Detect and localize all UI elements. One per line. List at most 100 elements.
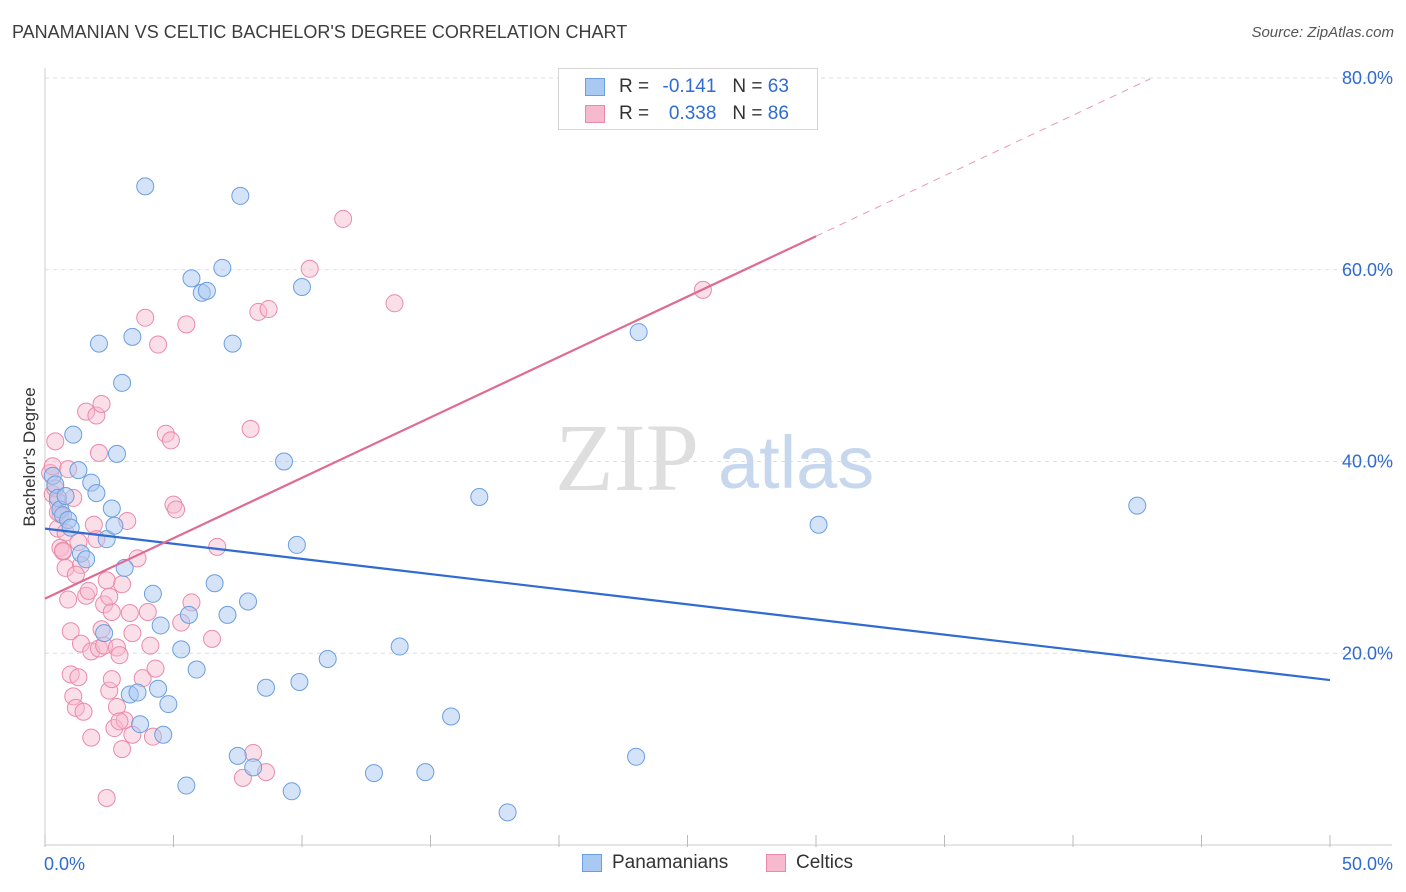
panamanians-point xyxy=(228,746,247,765)
chart-title: PANAMANIAN VS CELTIC BACHELOR'S DEGREE C… xyxy=(12,22,628,42)
panamanians-point xyxy=(218,605,237,624)
panamanians-point xyxy=(187,660,206,679)
celtics-point xyxy=(77,586,96,605)
celtics-point xyxy=(107,697,126,716)
celtics-point xyxy=(69,668,88,687)
panamanians-point xyxy=(61,518,80,537)
panamanians-trend-line xyxy=(44,527,1331,682)
panamanians-point xyxy=(128,683,147,702)
panamanians-point xyxy=(282,782,301,801)
celtics-point xyxy=(82,728,101,747)
panamanians-point xyxy=(107,444,126,463)
panamanians-point xyxy=(172,640,191,659)
bottom-legend-celtics: Celtics xyxy=(766,852,853,874)
panamanians-point xyxy=(470,487,489,506)
celtics-point xyxy=(334,209,353,228)
panamanians-point xyxy=(77,550,96,569)
panamanians-point xyxy=(213,258,232,277)
celtics-point xyxy=(87,406,106,425)
watermark: ZIP atlas xyxy=(555,404,874,511)
celtics-trend-extension xyxy=(815,78,1151,237)
celtics-point xyxy=(203,629,222,648)
celtics-point xyxy=(138,603,157,622)
legend-n-label: N = xyxy=(732,103,763,124)
panamanians-point xyxy=(154,725,173,744)
panamanians-point xyxy=(364,764,383,783)
y-tick-label: 20.0% xyxy=(1342,643,1393,663)
panamanians-point xyxy=(239,592,258,611)
y-tick-label: 40.0% xyxy=(1342,452,1393,472)
panamanians-point xyxy=(179,605,198,624)
legend-row-panamanians: R = -0.141 N = 63 xyxy=(585,74,789,100)
celtics-point xyxy=(100,587,119,606)
celtics-point xyxy=(113,740,132,759)
celtics-point xyxy=(92,394,111,413)
celtics-point xyxy=(100,681,119,700)
y-tick-label: 60.0% xyxy=(1342,260,1393,280)
celtics-point xyxy=(102,670,121,689)
panamanians-point xyxy=(205,574,224,593)
celtics-point xyxy=(136,308,155,327)
celtics-point xyxy=(385,294,404,313)
source-label: Source: ZipAtlas.com xyxy=(1251,24,1394,41)
panamanians-point xyxy=(498,803,517,822)
celtics-point xyxy=(97,571,116,590)
y-axis-label: Bachelor's Degree xyxy=(20,387,39,526)
legend-n-value: 86 xyxy=(767,103,789,124)
panamanians-point xyxy=(231,186,250,205)
celtics-point xyxy=(149,335,168,354)
tick-labels: 20.0% 40.0% 60.0% 80.0% 0.0% 50.0% xyxy=(44,68,1393,874)
panamanians-point xyxy=(1128,496,1147,515)
celtics-point xyxy=(77,402,96,421)
panamanians-point xyxy=(390,637,409,656)
panamanians-point xyxy=(95,624,114,643)
panamanians-point xyxy=(87,484,106,503)
celtics-point xyxy=(167,500,186,519)
panamanians-point xyxy=(629,323,648,342)
celtics-point xyxy=(89,443,108,462)
celtics-point xyxy=(102,603,121,622)
celtics-point xyxy=(177,315,196,334)
legend-swatch-blue xyxy=(585,78,605,96)
watermark-zip: ZIP xyxy=(555,404,699,511)
celtics-point xyxy=(141,636,160,655)
panamanians-points xyxy=(43,177,1147,822)
panamanians-point xyxy=(197,281,216,300)
legend-n-label: N = xyxy=(732,76,763,97)
panamanians-point xyxy=(244,758,263,777)
celtics-point xyxy=(110,646,129,665)
legend-n-value: 63 xyxy=(767,76,789,97)
celtics-point xyxy=(161,431,180,450)
watermark-atlas: atlas xyxy=(718,421,874,504)
panamanians-point xyxy=(64,425,83,444)
panamanians-point xyxy=(293,278,311,297)
panamanians-point xyxy=(151,616,170,635)
panamanians-point xyxy=(177,776,196,795)
celtics-point xyxy=(59,590,78,609)
x-tick-label: 0.0% xyxy=(44,854,85,874)
panamanians-point xyxy=(113,373,132,392)
panamanians-point xyxy=(275,452,294,471)
celtics-point xyxy=(74,702,93,721)
panamanians-point xyxy=(56,487,75,506)
axes xyxy=(44,68,1392,847)
legend-r-value: 0.338 xyxy=(668,103,717,124)
celtics-point xyxy=(146,659,165,678)
celtics-point xyxy=(56,558,75,577)
celtics-point xyxy=(300,259,319,278)
panamanians-point xyxy=(89,334,108,353)
legend-swatch-pink xyxy=(585,105,605,123)
panamanians-point xyxy=(627,747,646,766)
panamanians-point xyxy=(159,695,178,714)
panamanians-point xyxy=(287,535,306,554)
panamanians-point xyxy=(105,516,124,535)
legend-r-label: R = xyxy=(619,76,650,97)
celtics-point xyxy=(46,432,65,451)
bottom-legend-label: Celtics xyxy=(796,852,854,873)
legend-row-celtics: R = 0.338 N = 86 xyxy=(585,101,789,127)
x-tick-label: 50.0% xyxy=(1342,854,1393,874)
celtics-trend-line xyxy=(44,235,817,600)
panamanians-point xyxy=(416,763,435,782)
panamanians-point xyxy=(257,678,276,697)
panamanians-point xyxy=(102,499,121,518)
